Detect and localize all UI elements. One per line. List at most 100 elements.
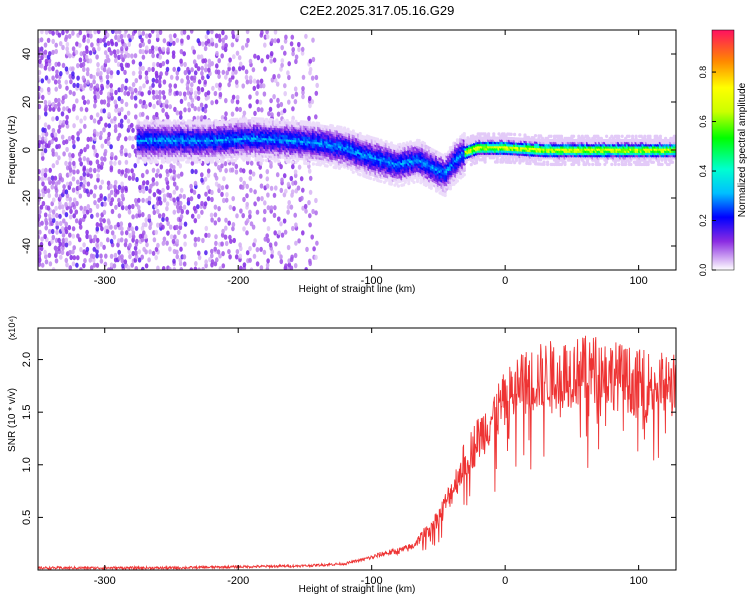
spectrogram-cell [169,74,174,80]
spectrogram-cell [148,33,152,39]
spectrogram-cell [227,82,231,88]
spectrogram-cell [43,136,48,142]
spectrogram-cell [58,120,63,126]
spectrogram-cell [147,213,151,220]
spectrogram-cell [123,42,127,49]
spectrogram-cell [272,94,276,100]
spectrogram-cell [189,87,194,93]
spectrogram-cell [161,224,165,230]
spectrogram-cell [51,209,56,215]
spectrogram-cell [55,229,59,235]
spectrogram-cell [251,67,256,73]
spectrogram-cell [83,147,87,153]
spectrogram-cell [248,175,253,181]
spectrogram-cell [142,83,146,89]
spectrogram-cell [51,116,55,122]
spectrogram-cell [92,128,97,134]
spectrogram-cell [61,241,66,248]
spectrogram-cell [268,106,273,112]
spectrogram-cell [95,83,100,89]
spectrogram-cell [249,187,253,193]
spectrogram-cell [127,204,132,210]
spectrogram-cell [76,82,80,88]
spectrogram-cell [78,224,83,230]
spectrogram-cell [91,144,96,150]
spectrogram-cell [231,226,235,232]
spectrogram-cell [133,87,138,93]
spectrogram-cell [213,246,217,252]
spectrogram-cell [224,111,228,117]
spectrogram-cell [172,169,176,175]
spectrogram-cell [148,224,152,231]
spectrogram-cell [57,79,61,85]
spectrogram-cell [151,89,156,95]
spectrogram-cell [279,164,283,170]
spectrogram-cell [127,33,131,39]
spectrogram-cell [64,79,69,85]
spectrogram-cell [209,212,214,218]
spectrogram-cell [107,123,112,129]
spectrogram-cell [89,73,93,79]
spectrogram-cell [38,246,41,252]
spectrogram-cell [272,74,276,80]
spectrogram-cell [55,220,59,227]
spectrogram-cell [62,184,66,190]
spectrogram-cell [196,213,201,220]
spectrogram-cell [133,245,138,251]
spectrogram-cell [140,37,144,44]
spectrogram-cell [231,196,235,202]
spectrogram-cell [107,91,111,97]
spectrogram-cell [138,42,143,49]
spectrogram-cell [55,212,59,219]
spectrogram-cell [44,259,49,265]
spectrogram-cell [301,187,305,193]
spectrogram-cell [265,169,270,175]
spectrogram-cell [47,213,52,219]
spectrogram-cell [50,175,55,181]
spectrogram-cell [133,30,138,34]
spectrogram-cell [123,90,127,96]
spectrogram-cell [79,246,83,253]
spectrogram-cell [121,263,125,269]
spectrogram-cell [220,185,225,191]
spectrogram-cell [206,185,210,191]
spectrogram-cell [233,158,237,163]
spectrogram-cell [214,33,219,39]
spectrogram-cell [252,85,257,91]
spectrogram-cell [124,230,129,236]
spectrogram-cell [117,107,121,113]
spectrogram-cell [154,172,159,178]
spectrogram-cell [120,106,124,112]
spectrogram-cell [224,240,229,247]
spectrogram-cell [193,236,198,243]
spectrogram-cell [245,250,250,256]
spectrogram-cell [220,232,225,238]
spectrogram-cell [147,200,152,206]
spectrogram-cell [113,99,118,105]
spectrogram-cell [103,156,107,162]
spectrogram-cell [358,131,362,136]
spectrogram-cell [92,79,96,85]
spectrogram-cell [47,124,51,130]
spectrogram-cell [82,175,86,181]
spectrogram-cell [41,155,45,161]
spectrogram-cell [259,78,264,84]
spectrogram-cell [134,266,139,270]
spectrogram-cell [213,212,218,218]
spectrogram-cell [61,44,65,51]
spectrogram-cell [193,242,198,248]
spectrogram-cell [77,237,82,243]
spectrogram-cell [51,217,56,223]
spectrogram-cell [39,204,44,210]
spectrogram-cell [171,53,176,60]
spectrogram-cell [105,228,110,234]
spectrogram-cell [44,217,48,223]
spectrogram-cell [161,107,165,113]
spectrogram-cell [99,241,103,247]
spectrogram-cell [53,132,58,138]
spectrogram-cell [102,244,106,250]
spectrogram-cell [46,205,51,211]
spectrogram-cell [330,124,334,128]
spectrogram-cell [213,172,218,178]
